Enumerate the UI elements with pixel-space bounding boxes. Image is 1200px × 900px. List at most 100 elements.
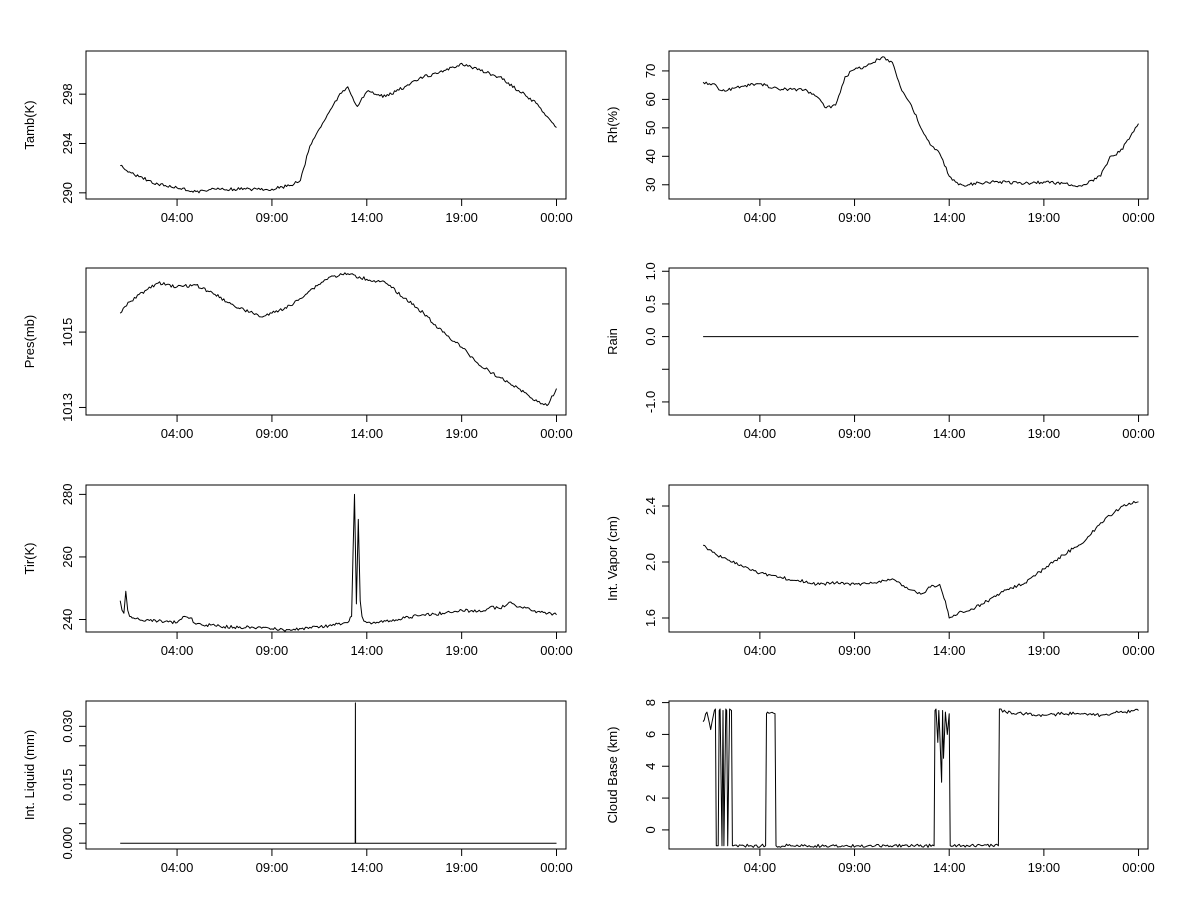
x-tick-label: 14:00 bbox=[351, 210, 384, 225]
series-line-tir-k bbox=[119, 493, 557, 632]
series-line-tamb-k bbox=[120, 62, 557, 194]
x-tick-label: 09:00 bbox=[256, 426, 289, 441]
y-tick-label: 0.5 bbox=[643, 295, 658, 313]
y-tick-label: 50 bbox=[643, 121, 658, 135]
x-tick-label: 09:00 bbox=[838, 643, 871, 658]
x-tick-label: 19:00 bbox=[1028, 426, 1061, 441]
y-tick-label: 298 bbox=[60, 83, 75, 105]
y-tick-label: 294 bbox=[60, 133, 75, 155]
x-tick-label: 19:00 bbox=[445, 643, 478, 658]
y-axis-label: Cloud Base (km) bbox=[605, 727, 620, 824]
x-tick-label: 19:00 bbox=[445, 860, 478, 875]
y-axis-label: Int. Liquid (mm) bbox=[22, 730, 37, 820]
x-tick-label: 09:00 bbox=[256, 643, 289, 658]
plot-frame bbox=[85, 267, 567, 416]
y-tick-label: 70 bbox=[643, 64, 658, 78]
x-tick-label: 04:00 bbox=[161, 643, 194, 658]
y-tick-label: 6 bbox=[643, 731, 658, 738]
x-tick-label: 04:00 bbox=[744, 210, 777, 225]
x-tick-label: 00:00 bbox=[1122, 210, 1155, 225]
x-tick-label: 14:00 bbox=[351, 426, 384, 441]
panel-cloud-base: 04:00 09:00 14:00 19:00 00:00 0 2 4 6 8 Cloud Base… bbox=[605, 699, 1155, 875]
y-axis-label: Int. Vapor (cm) bbox=[605, 516, 620, 601]
series-line-pres-mb bbox=[119, 272, 557, 407]
y-tick-label: 1.6 bbox=[643, 609, 658, 627]
y-tick-label: 2 bbox=[643, 794, 658, 801]
x-tick-label: 04:00 bbox=[161, 860, 194, 875]
x-tick-label: 04:00 bbox=[744, 860, 777, 875]
x-tick-label: 14:00 bbox=[933, 860, 966, 875]
x-tick-label: 00:00 bbox=[540, 426, 573, 441]
y-tick-label: 1015 bbox=[60, 318, 75, 347]
x-tick-label: 19:00 bbox=[445, 210, 478, 225]
x-tick-label: 14:00 bbox=[351, 860, 384, 875]
y-axis-label: Tamb(K) bbox=[22, 100, 37, 149]
panel-tamb: 04:00 09:00 14:00 19:00 00:00 290 294 298 Tamb(K… bbox=[22, 50, 573, 225]
x-tick-label: 00:00 bbox=[1122, 860, 1155, 875]
plot-frame bbox=[85, 50, 567, 200]
y-tick-label: 260 bbox=[60, 546, 75, 568]
plot-frame bbox=[668, 484, 1149, 633]
y-tick-label: 0.015 bbox=[60, 768, 75, 801]
y-tick-label: 290 bbox=[60, 182, 75, 204]
y-tick-label: 1013 bbox=[60, 393, 75, 422]
series-line-cloud-base-km bbox=[702, 708, 1139, 848]
x-tick-label: 19:00 bbox=[1028, 860, 1061, 875]
y-tick-label: 30 bbox=[643, 178, 658, 192]
panel-tir: 04:00 09:00 14:00 19:00 00:00 240 260 280 Tir(K) bbox=[22, 484, 573, 658]
x-tick-label: 00:00 bbox=[1122, 426, 1155, 441]
x-tick-label: 09:00 bbox=[838, 210, 871, 225]
x-tick-label: 04:00 bbox=[161, 426, 194, 441]
plot-frame bbox=[85, 484, 567, 633]
x-tick-label: 00:00 bbox=[1122, 643, 1155, 658]
x-tick-label: 04:00 bbox=[161, 210, 194, 225]
y-tick-label: 40 bbox=[643, 149, 658, 163]
y-tick-label: 2.0 bbox=[643, 553, 658, 571]
plot-frame bbox=[668, 700, 1149, 850]
x-tick-label: 09:00 bbox=[256, 860, 289, 875]
series-line-rh bbox=[702, 56, 1139, 188]
x-tick-label: 14:00 bbox=[933, 210, 966, 225]
panel-int-vapor: 04:00 09:00 14:00 19:00 00:00 1.6 2.0 2.4 Int. V… bbox=[605, 484, 1155, 658]
x-tick-label: 14:00 bbox=[351, 643, 384, 658]
x-tick-label: 09:00 bbox=[838, 426, 871, 441]
series-line-int-vapor-cm bbox=[703, 500, 1139, 619]
x-tick-label: 19:00 bbox=[1028, 643, 1061, 658]
x-tick-label: 14:00 bbox=[933, 426, 966, 441]
y-tick-label: 4 bbox=[643, 763, 658, 770]
x-tick-label: 19:00 bbox=[1028, 210, 1061, 225]
x-tick-label: 14:00 bbox=[933, 643, 966, 658]
x-tick-label: 09:00 bbox=[256, 210, 289, 225]
panel-rain: 04:00 09:00 14:00 19:00 00:00 -1.0 0.0 0.5 1.0 Ra… bbox=[605, 262, 1155, 441]
y-axis-label: Tir(K) bbox=[22, 542, 37, 574]
y-tick-label: 0.0 bbox=[643, 328, 658, 346]
x-tick-label: 04:00 bbox=[744, 426, 777, 441]
panel-rh: 04:00 09:00 14:00 19:00 00:00 30 40 50 60 70 Rh(%) bbox=[605, 50, 1155, 225]
y-tick-label: 1.0 bbox=[643, 262, 658, 280]
y-tick-label: 280 bbox=[60, 484, 75, 506]
y-tick-label: 0.000 bbox=[60, 827, 75, 860]
y-axis-label: Pres(mb) bbox=[22, 315, 37, 368]
plot-frame bbox=[668, 50, 1149, 200]
y-tick-label: 60 bbox=[643, 92, 658, 106]
y-tick-label: 2.4 bbox=[643, 497, 658, 515]
panel-int-liquid: 04:00 09:00 14:00 19:00 00:00 0.000 0.015 0.030… bbox=[22, 700, 573, 875]
x-tick-label: 00:00 bbox=[540, 860, 573, 875]
y-tick-label: 0 bbox=[643, 826, 658, 833]
y-axis-label: Rh(%) bbox=[605, 107, 620, 144]
series-line-int-liquid-mm bbox=[120, 702, 557, 844]
y-tick-label: 0.030 bbox=[60, 710, 75, 743]
y-tick-label: 240 bbox=[60, 609, 75, 631]
x-tick-label: 09:00 bbox=[838, 860, 871, 875]
y-tick-label: -1.0 bbox=[643, 391, 658, 413]
y-tick-label: 8 bbox=[643, 699, 658, 706]
plot-frame bbox=[668, 267, 1149, 416]
panel-pres: 04:00 09:00 14:00 19:00 00:00 1013 1015 Pres(mb… bbox=[22, 267, 573, 441]
plot-frame bbox=[85, 700, 567, 850]
x-tick-label: 04:00 bbox=[744, 643, 777, 658]
y-axis-label: Rain bbox=[605, 328, 620, 355]
x-tick-label: 19:00 bbox=[445, 426, 478, 441]
x-tick-label: 00:00 bbox=[540, 643, 573, 658]
x-tick-label: 00:00 bbox=[540, 210, 573, 225]
